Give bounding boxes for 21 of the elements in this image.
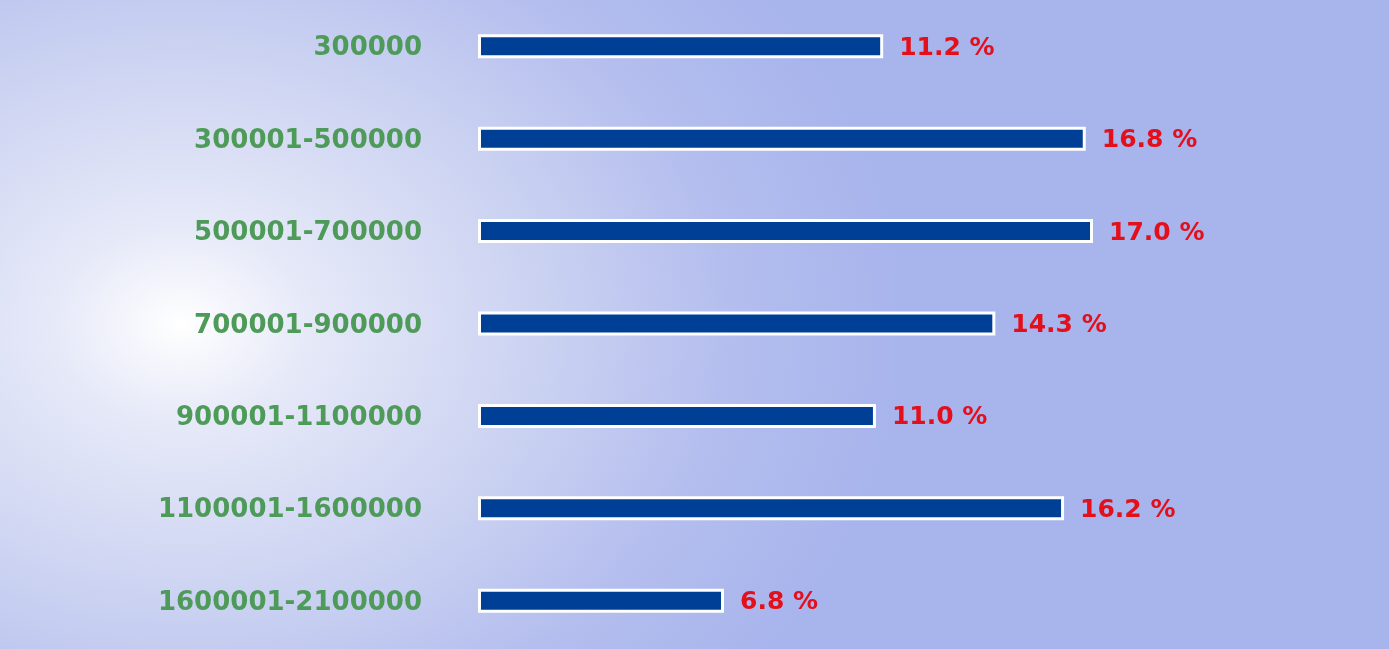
bar — [478, 403, 876, 428]
y-tick-label: 1600001-2100000 — [157, 585, 422, 616]
y-tick-label: 300001-500000 — [194, 123, 422, 154]
y-tick-label: 500001-700000 — [194, 216, 422, 247]
bar — [478, 34, 884, 59]
y-tick-label: 1100001-1600000 — [157, 493, 422, 524]
data-label: 16.2 % — [1080, 493, 1176, 523]
data-label: 11.2 % — [899, 31, 995, 61]
data-label: 14.3 % — [1011, 309, 1107, 338]
bar — [478, 219, 1093, 244]
bar — [478, 311, 996, 336]
data-label: 17.0 % — [1109, 216, 1205, 246]
bar — [478, 588, 724, 613]
y-tick-label: 300000 — [313, 31, 422, 62]
data-label: 6.8 % — [740, 586, 819, 616]
bar — [478, 496, 1065, 521]
y-tick-label: 900001-1100000 — [176, 400, 422, 431]
data-label: 16.8 % — [1101, 124, 1198, 154]
y-tick-label: 700001-900000 — [194, 308, 422, 339]
bar — [478, 126, 1086, 151]
data-label: 11.0 % — [891, 401, 988, 431]
